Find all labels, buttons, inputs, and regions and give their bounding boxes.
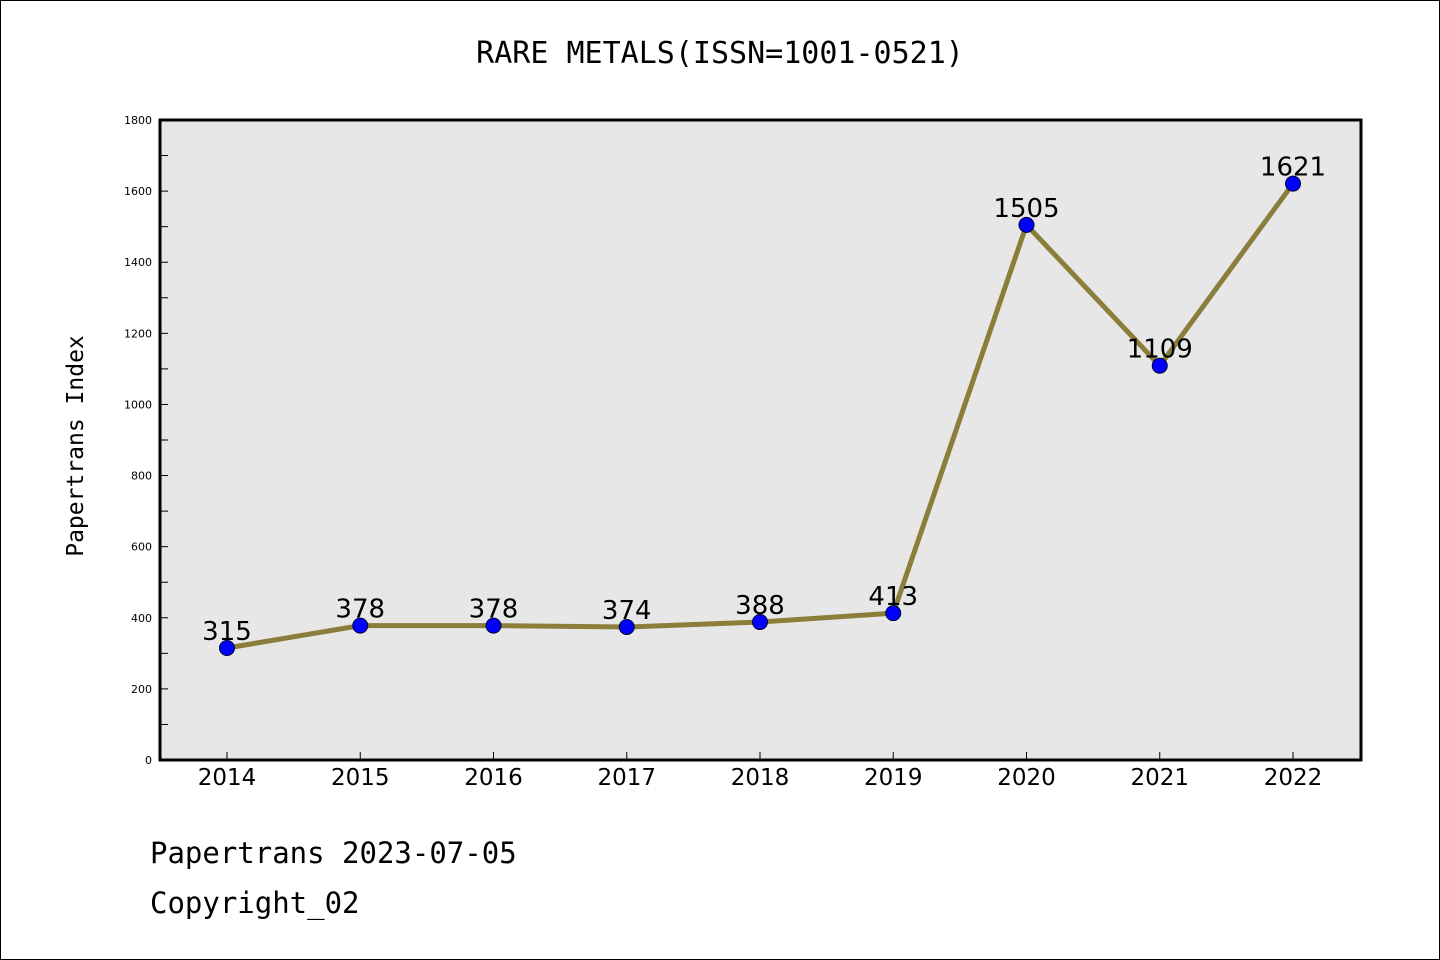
x-tick-label: 2021 [1130,765,1189,791]
data-point [485,617,502,634]
data-point [1018,216,1035,233]
y-tick-label: 1600 [124,185,152,198]
x-tick-label: 2015 [331,765,390,791]
data-label: 378 [469,595,519,625]
y-tick-label: 200 [131,683,152,696]
data-point [618,619,635,636]
footer-date: Papertrans 2023-07-05 [150,836,517,870]
data-label: 315 [202,617,252,647]
data-point [1285,175,1301,192]
x-tick-label: 2014 [198,765,257,791]
x-tick-label: 2017 [597,765,656,791]
plot-area [160,120,1361,760]
data-label: 413 [868,582,918,612]
x-tick-label: 2020 [997,765,1056,791]
x-tick-label: 2018 [731,765,790,791]
y-tick-label: 1200 [124,327,152,340]
x-tick-label: 2022 [1264,765,1323,791]
x-tick-label: 2019 [864,765,923,791]
data-label: 1505 [993,194,1059,224]
data-label: 388 [735,591,785,621]
y-tick-label: 400 [131,612,152,625]
x-tick-label: 2016 [464,765,523,791]
data-point [219,640,235,656]
y-tick-label: 0 [145,754,152,767]
data-point [885,605,902,622]
data-point [352,617,369,634]
y-tick-label: 600 [131,541,152,554]
data-point [1151,357,1168,374]
data-label: 1109 [1127,335,1193,365]
data-label: 374 [602,596,652,626]
data-label: 378 [335,595,385,625]
data-point [752,614,768,631]
y-tick-label: 1800 [124,114,152,127]
chart-title: RARE METALS(ISSN=1001-0521) [476,36,964,71]
y-tick-label: 800 [131,470,152,483]
plot-border [158,118,1363,762]
y-tick-label: 1400 [124,256,152,269]
footer-copyright: Copyright_02 [150,886,360,920]
data-label: 1621 [1260,153,1326,183]
y-tick-label: 1000 [124,398,152,411]
